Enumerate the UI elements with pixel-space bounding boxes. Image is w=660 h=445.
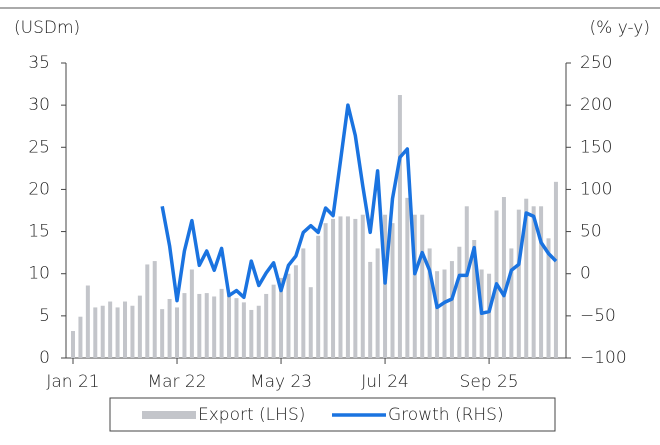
bar (93, 307, 98, 358)
y2-tick-label: 150 (580, 137, 612, 157)
bar (375, 248, 380, 358)
bar (108, 301, 113, 358)
x-tick-label: Jan 21 (46, 372, 99, 392)
x-tick-label: Mar 22 (147, 372, 206, 392)
bar (442, 269, 447, 358)
y-tick-label: 10 (28, 264, 50, 284)
bar (123, 301, 128, 358)
y2-tick-label: 0 (580, 264, 591, 284)
bar (130, 305, 135, 358)
bar (197, 293, 202, 358)
bar (420, 214, 425, 358)
bar (338, 216, 343, 358)
bar (152, 261, 157, 358)
bar (271, 284, 276, 358)
y-tick-label: 35 (28, 53, 50, 73)
bar (524, 198, 529, 358)
bar (241, 302, 246, 358)
y2-tick-label: 100 (580, 179, 612, 199)
bar (553, 181, 558, 358)
bar (145, 264, 150, 358)
y-tick-label: 30 (28, 95, 50, 115)
bar (219, 288, 224, 358)
bar (160, 309, 165, 358)
bar (71, 331, 75, 358)
bar (509, 248, 514, 358)
bar (531, 206, 536, 358)
bar (516, 209, 521, 358)
y2-tick-label: −100 (580, 348, 627, 368)
bar (137, 295, 142, 358)
bar (539, 206, 544, 358)
x-tick-label: Jul 24 (361, 372, 409, 392)
bar (301, 248, 306, 358)
y-tick-label: 20 (28, 179, 50, 199)
x-tick-label: Sep 25 (460, 372, 519, 392)
bar (249, 309, 254, 358)
bar (308, 287, 313, 358)
y2-tick-label: 200 (580, 95, 612, 115)
bar (189, 269, 194, 358)
bar (100, 305, 105, 358)
bar (412, 214, 417, 358)
y2-tick-label: 50 (580, 222, 602, 242)
bar (167, 299, 172, 358)
bar (227, 293, 232, 358)
bar (449, 261, 454, 358)
y2-tick-label: −50 (580, 306, 616, 326)
bar (383, 214, 388, 358)
line (160, 103, 558, 316)
right-axis-label: (% y-y) (590, 18, 650, 38)
bar (368, 261, 373, 358)
legend-swatch (142, 411, 196, 419)
left-axis-label: (USDm) (14, 18, 80, 38)
y-tick-label: 0 (39, 348, 50, 368)
bar (405, 197, 410, 358)
legend-box (109, 397, 556, 432)
bar (501, 197, 506, 358)
bar (293, 265, 298, 358)
bar (85, 285, 90, 358)
bar (279, 277, 284, 358)
bar (256, 305, 261, 358)
x-tick-label: May 23 (250, 372, 312, 392)
bar (212, 296, 217, 358)
bar (316, 235, 321, 358)
bar (78, 316, 83, 358)
y-tick-label: 5 (39, 306, 50, 326)
legend-label: Export (LHS) (198, 405, 305, 425)
bar (464, 206, 469, 358)
bar (487, 273, 492, 358)
y2-tick-label: 250 (580, 53, 612, 73)
bar (390, 223, 395, 358)
y-tick-label: 15 (28, 222, 50, 242)
y-tick-label: 25 (28, 137, 50, 157)
bar (435, 271, 440, 358)
bar (204, 293, 209, 358)
bar (353, 218, 358, 358)
bar (427, 248, 432, 358)
bar (234, 298, 239, 358)
bar (546, 238, 551, 358)
bar (397, 95, 402, 359)
bar (360, 214, 365, 358)
bar (457, 246, 462, 358)
bar (286, 273, 291, 358)
bar (115, 307, 120, 358)
bar (472, 240, 477, 358)
bar (323, 223, 328, 358)
bar (182, 293, 187, 358)
bar (175, 307, 180, 358)
legend-label: Growth (RHS) (388, 405, 504, 425)
bar (264, 293, 269, 358)
bar (331, 218, 336, 358)
bar (345, 216, 350, 358)
